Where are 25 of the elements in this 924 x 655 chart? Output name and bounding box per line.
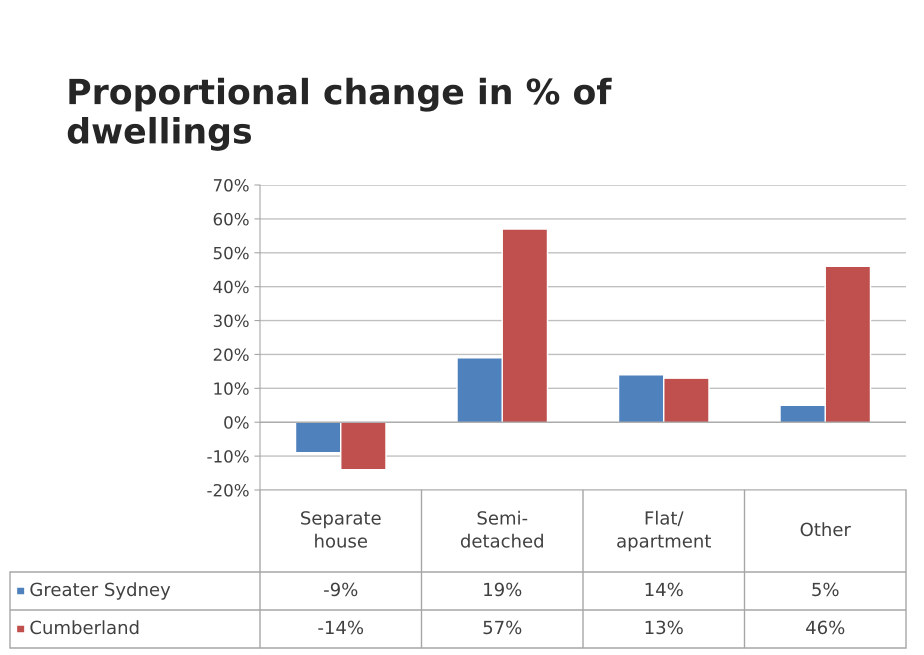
x-tick-label: Flat/ apartment (617, 510, 711, 552)
data-label: 5% (812, 582, 839, 596)
y-tick-label: 70% (214, 178, 249, 192)
y-tick-label: 60% (214, 212, 249, 226)
data-label: 46% (806, 620, 844, 634)
x-tick-label: Separate house (301, 511, 381, 548)
data-label: -14% (318, 620, 364, 634)
y-tick-label: 30% (214, 314, 249, 328)
legend-label: Greater Sydney (30, 582, 170, 600)
legend-label: Cumberland (30, 620, 138, 634)
y-tick-label: 20% (214, 348, 249, 362)
data-label: 57% (484, 620, 522, 634)
x-tick-label: Semi- detached (460, 510, 543, 548)
x-tick-label: Other (800, 522, 851, 536)
data-label: 19% (484, 582, 522, 596)
y-tick-label: 0% (224, 416, 249, 429)
y-tick-label: -10% (207, 450, 249, 463)
data-label: 14% (646, 582, 683, 596)
y-tick-label: 10% (214, 382, 249, 395)
y-tick-label: 50% (214, 246, 249, 260)
data-label: -9% (324, 582, 358, 596)
chart-title: Proportional change in % of dwellings (68, 78, 612, 151)
y-tick-label: -20% (207, 484, 249, 497)
y-tick-label: 40% (213, 280, 249, 294)
data-label: 13% (646, 620, 683, 634)
